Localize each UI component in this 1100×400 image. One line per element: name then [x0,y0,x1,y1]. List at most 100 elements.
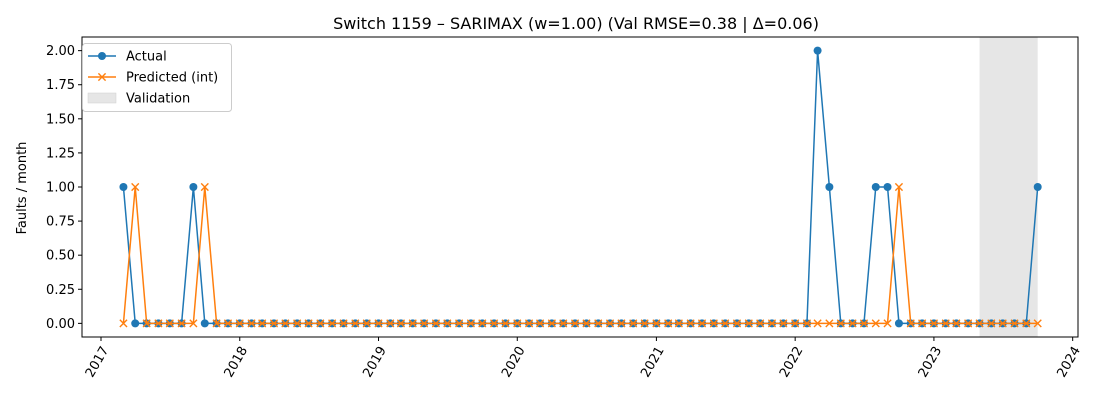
data-point [431,319,441,328]
y-tick-label: 0.75 [46,215,75,230]
data-point [825,319,834,328]
data-point [351,319,360,328]
data-point [929,319,939,328]
data-point [859,319,869,328]
data-point [131,319,140,328]
data-point [1022,319,1031,328]
data-point [501,319,510,328]
y-tick-label: 1.00 [46,181,75,196]
data-point [466,319,475,328]
data-point [328,319,337,328]
data-point [697,319,707,328]
data-point [721,319,730,328]
legend-marker [98,52,106,60]
data-point [664,319,673,328]
y-axis-label: Faults / month [15,142,30,235]
y-tick-label: 2.00 [46,44,75,59]
data-point [513,319,522,328]
x-axis: 2017 2018 2019 2020 2021 2022 2023 2024 [83,337,1084,380]
y-tick-label: 1.50 [46,112,75,127]
data-point [559,319,568,328]
data-point [304,319,313,328]
data-point [744,319,753,328]
data-point [987,319,996,328]
plot-area: 0.00 0.25 0.50 0.75 1.00 1.25 1.50 1.75 2.00 2017… [46,36,1084,380]
data-point [686,319,695,328]
data-point [964,319,973,328]
data-point [212,319,221,328]
series-predicted [119,182,1042,328]
data-point [293,319,302,328]
data-point [617,319,626,328]
data-point [443,319,452,328]
data-point [871,183,880,191]
x-tick-label: 2018 [222,344,252,380]
data-point [709,319,718,328]
legend-actual: Actual [88,50,167,65]
data-point [547,319,556,328]
legend-label: Validation [126,92,190,107]
data-point [339,319,348,328]
legend-box [82,43,232,112]
data-point [524,319,534,328]
legend: Actual Predicted (int) Validation [82,43,232,112]
data-point [629,319,638,328]
data-point [235,319,244,328]
data-point [165,319,174,328]
data-point [998,319,1007,328]
x-tick-label: 2017 [83,344,113,380]
data-point [570,319,580,328]
data-point [374,319,383,328]
x-tick-label: 2023 [916,344,946,380]
y-axis: 0.00 0.25 0.50 0.75 1.00 1.25 1.50 1.75 2.00 [46,44,82,332]
series-actual [119,46,1042,328]
data-point [756,319,765,328]
x-tick-label: 2020 [499,344,529,380]
data-point [119,319,128,328]
data-point [883,183,892,191]
data-point [247,319,256,328]
y-tick-label: 0.50 [46,249,75,264]
data-point [269,319,279,328]
series-line [122,186,1038,325]
data-point [1033,183,1042,191]
data-point [177,319,186,328]
data-point [131,182,140,192]
data-point [489,319,499,328]
data-point [894,182,904,192]
data-point [200,182,209,192]
data-point [189,183,198,191]
data-point [640,319,649,328]
data-point [154,319,163,328]
data-point [813,319,822,328]
legend-predicted: Predicted (int) [88,71,218,86]
x-tick-label: 2022 [777,344,807,380]
series-line [122,49,1039,325]
data-point [420,319,429,328]
data-point [779,319,788,328]
chart-title: Switch 1159 – SARIMAX (w=1.00) (Val RMSE… [333,14,819,33]
data-point [408,319,417,328]
y-tick-label: 1.25 [46,146,75,161]
data-point [848,319,857,328]
data-point [813,46,822,55]
data-point [1033,319,1042,328]
data-point [952,319,961,328]
data-point [975,319,984,328]
legend-swatch [87,92,117,104]
data-point [386,319,395,328]
data-point [200,319,209,328]
data-point [767,319,777,328]
data-point [825,183,834,191]
validation-span [979,37,1038,337]
x-tick-label: 2019 [360,344,390,380]
data-point [871,319,880,328]
legend-label: Actual [126,50,167,65]
data-point [478,319,487,328]
data-point [941,319,950,328]
data-point [906,319,915,328]
data-point [119,183,128,191]
data-point [362,319,371,328]
legend-validation: Validation [87,92,190,107]
